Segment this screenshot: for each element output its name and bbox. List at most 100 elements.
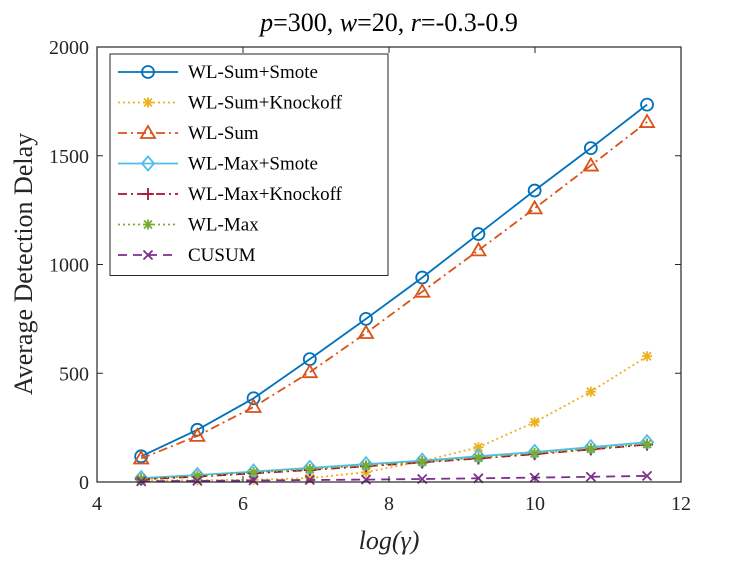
- marker-shape: [132, 449, 150, 465]
- marker-shape: [361, 460, 372, 471]
- legend-marker: [143, 97, 153, 108]
- data-point: [361, 460, 372, 471]
- marker-shape: [245, 398, 263, 413]
- legend-marker: [143, 219, 153, 230]
- legend-label: WL-Max+Smote: [188, 154, 318, 175]
- data-point: [136, 473, 147, 484]
- series-line: [141, 441, 648, 479]
- marker-shape: [142, 249, 154, 261]
- data-point: [192, 475, 203, 487]
- marker-shape: [139, 124, 157, 139]
- marker-shape: [469, 241, 487, 257]
- marker-shape: [188, 427, 206, 442]
- y-tick-label: 0: [79, 472, 89, 494]
- data-point: [527, 183, 542, 198]
- legend-item: WL-Max+Knockoff: [118, 184, 343, 205]
- y-tick-label: 500: [59, 363, 89, 385]
- legend-item: WL-Sum: [118, 123, 259, 144]
- marker-shape: [357, 324, 375, 339]
- x-tick-label: 6: [238, 493, 248, 515]
- data-point: [473, 473, 484, 484]
- data-point: [582, 156, 600, 172]
- marker-shape: [136, 473, 147, 484]
- marker-shape: [473, 473, 484, 484]
- data-point: [357, 324, 375, 339]
- marker-shape: [360, 474, 372, 485]
- marker-shape: [585, 443, 596, 454]
- marker-shape: [526, 199, 544, 215]
- data-point: [526, 199, 544, 215]
- legend-label: WL-Max: [188, 215, 259, 236]
- data-point: [585, 443, 596, 454]
- legend-marker: [139, 124, 157, 139]
- series-line: [141, 475, 648, 483]
- marker-shape: [473, 442, 484, 453]
- series-line: [140, 121, 648, 460]
- marker-shape: [585, 471, 596, 482]
- plot-lines: [132, 97, 656, 487]
- data-point: [642, 438, 653, 449]
- marker-shape: [143, 97, 153, 108]
- marker-shape: [641, 470, 653, 482]
- legend-label: WL-Sum: [188, 123, 259, 144]
- data-point: [471, 227, 486, 241]
- title-part: w: [340, 8, 358, 37]
- title-part: =-0.3-0.9: [421, 8, 518, 37]
- legend-item: WL-Sum+Knockoff: [118, 93, 343, 114]
- x-tick-label: 8: [384, 493, 394, 515]
- data-point: [585, 471, 596, 482]
- title-part: =300,: [273, 8, 340, 37]
- series-wl-max: [136, 438, 653, 484]
- legend-label: WL-Max+Knockoff: [188, 184, 343, 205]
- legend-label: CUSUM: [188, 245, 256, 266]
- data-point: [192, 470, 203, 481]
- marker-shape: [192, 470, 203, 481]
- data-point: [473, 452, 484, 463]
- title-part: r: [411, 8, 422, 37]
- legend-box: [109, 53, 389, 276]
- x-axis-label: log(γ): [359, 526, 420, 555]
- marker-shape: [304, 464, 315, 475]
- data-point: [529, 448, 540, 459]
- marker-shape: [143, 219, 153, 230]
- series-line: [141, 443, 648, 481]
- legend-marker: [142, 188, 154, 200]
- data-point: [245, 398, 263, 413]
- marker-shape: [248, 475, 259, 486]
- series-cusum: [136, 470, 653, 487]
- legend: WL-Sum+Smote WL-Sum+Knockoff WL-Sum WL-Max+…: [109, 53, 389, 276]
- marker-shape: [583, 141, 598, 156]
- y-tick-label: 1500: [49, 146, 89, 168]
- data-point: [583, 141, 598, 156]
- title-part: p: [258, 8, 273, 37]
- marker-shape: [140, 155, 156, 172]
- data-point: [469, 241, 487, 257]
- y-tick-label: 2000: [49, 37, 89, 59]
- data-point: [642, 351, 653, 362]
- legend-label: WL-Sum+Knockoff: [188, 93, 343, 114]
- y-tick-label: 1000: [49, 255, 89, 277]
- marker-shape: [527, 183, 542, 198]
- legend-item: WL-Max+Smote: [118, 154, 318, 175]
- chart-title: p=300, w=20, r=-0.3-0.9: [258, 8, 518, 37]
- marker-shape: [141, 65, 155, 79]
- data-point: [585, 386, 596, 397]
- data-point: [417, 456, 428, 467]
- series-line: [140, 103, 648, 458]
- marker-shape: [417, 456, 428, 467]
- x-tick-label: 4: [92, 493, 102, 515]
- marker-shape: [642, 438, 653, 449]
- marker-shape: [638, 113, 656, 128]
- data-point: [413, 282, 431, 298]
- marker-shape: [192, 475, 203, 487]
- marker-shape: [582, 156, 600, 172]
- data-point: [132, 449, 150, 465]
- x-tick-label: 12: [671, 493, 691, 515]
- marker-shape: [246, 391, 261, 406]
- marker-shape: [136, 476, 147, 487]
- data-point: [529, 417, 540, 428]
- marker-shape: [471, 227, 486, 241]
- marker-shape: [640, 97, 654, 112]
- data-point: [136, 476, 147, 487]
